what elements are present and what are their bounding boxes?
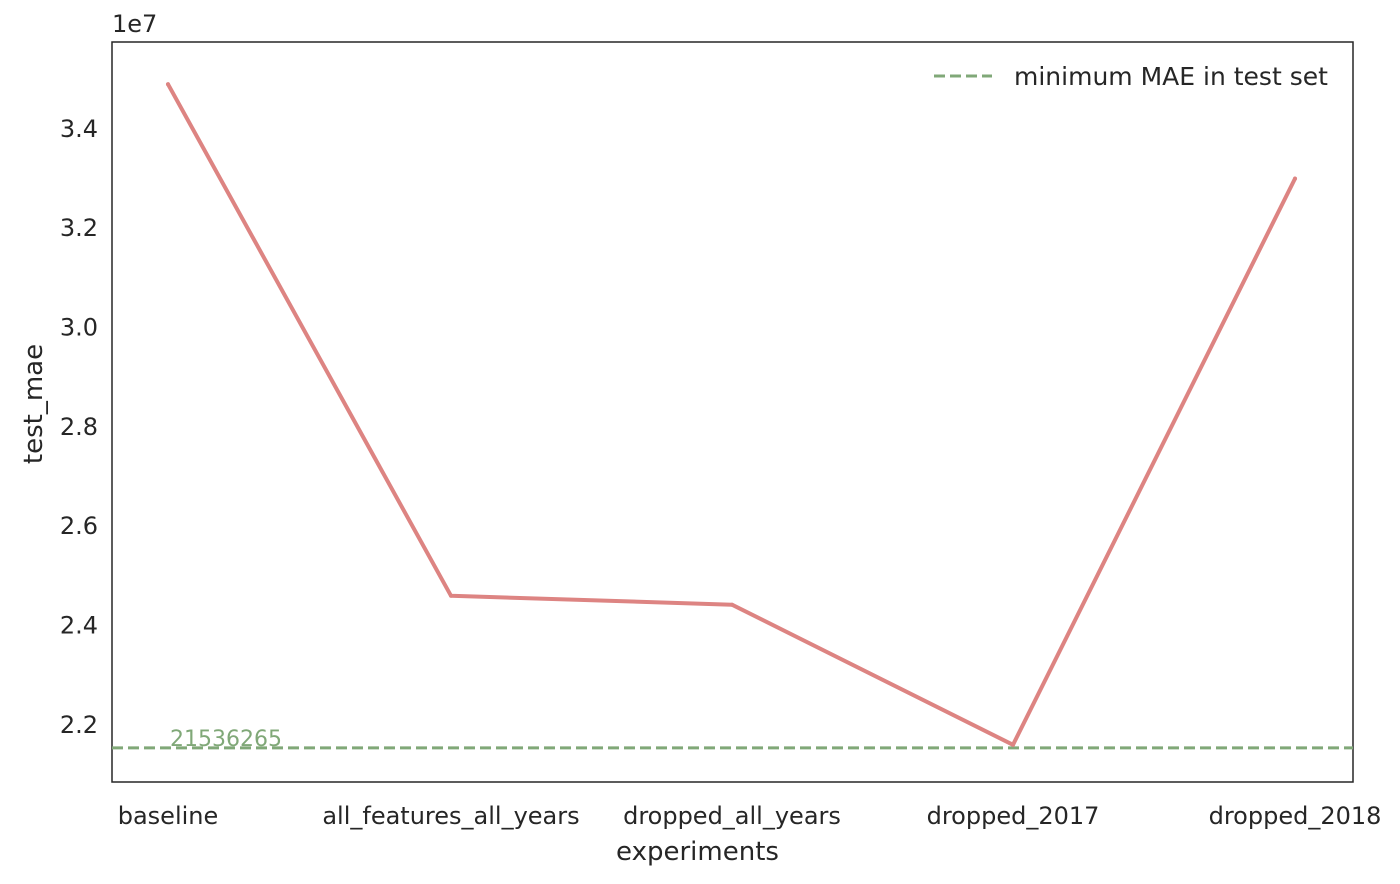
y-tick-label: 3.4 [60, 115, 98, 143]
reference-line-annotation: 21536265 [170, 727, 282, 752]
y-tick-label: 2.8 [60, 413, 98, 441]
legend: minimum MAE in test set [934, 62, 1328, 91]
legend-label: minimum MAE in test set [1014, 62, 1328, 91]
data-point [730, 602, 734, 607]
y-axis-ticks: 2.2 2.4 2.6 2.8 3.0 3.2 3.4 [60, 115, 98, 739]
x-tick-label: dropped_2017 [927, 802, 1100, 830]
y-tick-label: 2.6 [60, 512, 98, 540]
data-point [449, 593, 453, 598]
x-axis-label: experiments [616, 837, 779, 867]
data-point [1011, 742, 1015, 747]
x-tick-label: dropped_2018 [1209, 802, 1382, 830]
y-tick-label: 3.2 [60, 214, 98, 242]
x-axis-ticks: baseline all_features_all_years dropped_al… [118, 802, 1382, 830]
y-tick-label: 2.2 [60, 711, 98, 739]
reference-line-group: 21536265 [112, 727, 1353, 752]
y-axis-offset-text: 1e7 [112, 10, 157, 38]
y-axis-label: test_mae [19, 344, 49, 464]
data-point [166, 82, 170, 87]
y-tick-label: 2.4 [60, 612, 98, 640]
series-group [166, 82, 1297, 747]
data-point [1293, 176, 1297, 181]
y-tick-label: 3.0 [60, 314, 98, 342]
plot-area-frame [111, 41, 1354, 783]
x-tick-label: dropped_all_years [623, 802, 841, 830]
x-tick-label: all_features_all_years [322, 802, 579, 830]
x-tick-label: baseline [118, 802, 219, 830]
